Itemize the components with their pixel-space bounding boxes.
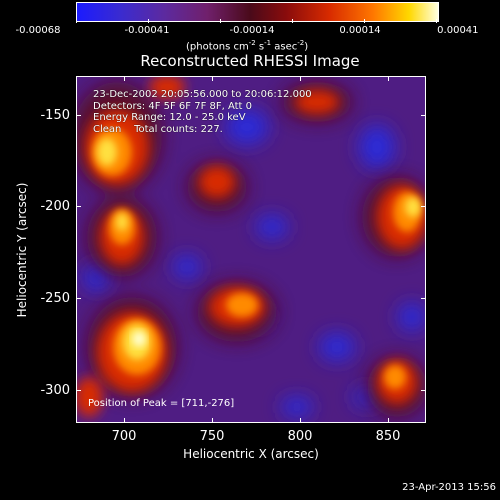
y-tick [421, 298, 426, 299]
x-tick [300, 76, 301, 81]
generation-timestamp: 23-Apr-2013 15:56 [402, 482, 496, 493]
colorbar [76, 2, 439, 22]
y-tick-label: -200 [40, 199, 70, 214]
x-tick [124, 418, 125, 423]
y-tick [76, 206, 81, 207]
y-tick [76, 115, 81, 116]
colorbar-tick-label: 0.00041 [437, 25, 479, 36]
y-tick-label: -250 [40, 291, 70, 306]
detectors-text: Detectors: 4F 5F 6F 7F 8F, Att 0 [93, 100, 253, 112]
y-tick [421, 115, 426, 116]
energy-range-text: Energy Range: 12.0 - 25.0 keV [93, 112, 246, 123]
y-tick [76, 390, 81, 391]
y-axis-title: Heliocentric Y (arcsec) [15, 182, 29, 318]
y-tick-label: -150 [40, 108, 70, 123]
x-tick [388, 418, 389, 423]
colorbar-tick [364, 19, 365, 23]
x-tick [124, 76, 125, 81]
colorbar-tick [436, 19, 437, 23]
x-tick-label: 850 [375, 429, 401, 444]
rhessi-image [76, 76, 426, 423]
colorbar-tick-label: 0.00014 [339, 25, 381, 36]
colorbar-tick-label: -0.00041 [124, 25, 170, 36]
colorbar-units: (photons cm-2 s-1 asec-2) [186, 39, 309, 53]
observation-info: 23-Dec-2002 20:05:56.000 to 20:06:12.000… [93, 89, 312, 135]
colorbar-tick [148, 19, 149, 23]
colorbar-tick [220, 19, 221, 23]
x-tick [300, 418, 301, 423]
x-axis-title: Heliocentric X (arcsec) [183, 447, 319, 461]
peak-position-text: Position of Peak = [711,-276] [88, 398, 235, 409]
colorbar-tick [76, 19, 77, 23]
colorbar-tick [292, 19, 293, 23]
x-tick [388, 76, 389, 81]
x-tick [212, 76, 213, 81]
y-tick [76, 298, 81, 299]
colorbar-tick-label: -0.00068 [15, 25, 61, 36]
y-tick [421, 206, 426, 207]
colorbar-tick-label: -0.00014 [229, 25, 275, 36]
y-tick [421, 390, 426, 391]
method-counts-text: Clean Total counts: 227. [93, 123, 223, 135]
x-tick-label: 700 [111, 429, 137, 444]
y-tick-label: -300 [40, 383, 70, 398]
plot-title: Reconstructed RHESSI Image [140, 52, 360, 70]
x-tick-label: 750 [199, 429, 225, 444]
x-tick-label: 800 [287, 429, 313, 444]
time-range-text: 23-Dec-2002 20:05:56.000 to 20:06:12.000 [93, 89, 312, 100]
x-tick [212, 418, 213, 423]
